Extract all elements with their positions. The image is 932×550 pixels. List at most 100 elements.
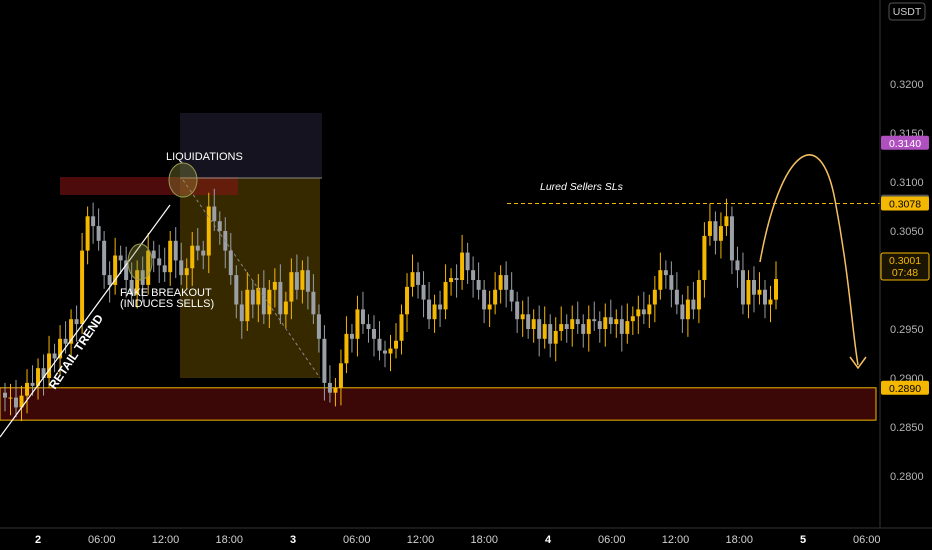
candle-body xyxy=(316,314,321,339)
annotation-lured-sellers: Lured Sellers SLs xyxy=(540,181,624,193)
price-badge-label: 0.3140 xyxy=(889,138,921,150)
candle-body xyxy=(228,250,233,276)
x-tick-label: 06:00 xyxy=(853,534,881,546)
x-tick-label: 18:00 xyxy=(725,534,753,546)
x-tick-label: 5 xyxy=(800,534,806,546)
candle-body xyxy=(394,340,399,349)
annotation-induces-sells: (INDUCES SELLS) xyxy=(120,298,214,310)
candle-body xyxy=(625,321,630,334)
candle-body xyxy=(504,275,509,290)
x-tick-label: 12:00 xyxy=(662,534,690,546)
candle-body xyxy=(322,338,327,383)
candle-body xyxy=(548,324,553,344)
candle-body xyxy=(239,304,244,322)
candle-body xyxy=(107,275,112,285)
y-tick-label: 0.3100 xyxy=(890,177,924,189)
candle-body xyxy=(96,226,101,241)
candle-body xyxy=(520,314,525,320)
candle-body xyxy=(399,314,404,341)
candle-body xyxy=(267,289,272,315)
candle-body xyxy=(460,252,465,280)
candle-body xyxy=(371,329,376,339)
y-tick-label: 0.2850 xyxy=(890,422,924,434)
current-price-countdown: 07:48 xyxy=(892,267,918,279)
x-tick-label: 12:00 xyxy=(152,534,180,546)
y-tick-label: 0.3050 xyxy=(890,226,924,238)
candle-body xyxy=(669,275,674,290)
candle-body xyxy=(382,350,387,354)
candle-body xyxy=(36,368,41,386)
candle-body xyxy=(366,324,371,329)
candle-body xyxy=(509,289,514,302)
overlay-layer xyxy=(0,154,880,438)
candle-body xyxy=(691,299,696,310)
liquidity-zone xyxy=(60,177,238,195)
candle-body xyxy=(30,382,35,386)
candle-body xyxy=(217,221,222,231)
candle-body xyxy=(272,281,277,290)
candle-body xyxy=(751,280,756,295)
candle-body xyxy=(531,319,536,329)
fake-breakout-ellipse xyxy=(127,243,153,281)
candle-body xyxy=(757,289,762,295)
candle-body xyxy=(718,226,723,241)
candle-body xyxy=(102,240,107,276)
candle-body xyxy=(630,316,635,322)
x-tick-label: 2 xyxy=(35,534,41,546)
candle-body xyxy=(454,278,459,280)
price-badge xyxy=(881,196,929,211)
price-badge-label: 0.2890 xyxy=(889,383,921,395)
candle-body xyxy=(377,338,382,351)
liquidations-ellipse xyxy=(168,162,198,198)
candles-layer xyxy=(3,188,778,422)
candle-body xyxy=(702,235,707,280)
currency-box[interactable] xyxy=(888,2,926,21)
candle-body xyxy=(581,324,586,334)
candle-body xyxy=(124,260,129,280)
candle-body xyxy=(63,338,68,344)
candle-body xyxy=(614,319,619,325)
candle-body xyxy=(91,216,96,227)
currency-label: USDT xyxy=(893,6,922,18)
y-tick-label: 0.2950 xyxy=(890,324,924,336)
candle-body xyxy=(735,260,740,271)
y-tick-label: 0.2800 xyxy=(890,471,924,483)
candle-body xyxy=(559,324,564,331)
candle-body xyxy=(212,206,217,222)
candle-body xyxy=(206,206,211,256)
candle-body xyxy=(740,270,745,305)
candle-body xyxy=(707,221,712,236)
candle-body xyxy=(305,270,310,292)
candle-body xyxy=(471,270,476,280)
candle-body xyxy=(140,270,145,285)
candle-body xyxy=(564,324,569,329)
candle-body xyxy=(427,299,432,320)
candle-body xyxy=(482,289,487,310)
candle-body xyxy=(327,382,332,393)
candle-body xyxy=(69,319,74,344)
candle-body xyxy=(168,240,173,273)
candle-body xyxy=(641,309,646,315)
x-tick-label: 06:00 xyxy=(598,534,626,546)
candle-body xyxy=(344,333,349,364)
current-price-badge xyxy=(880,252,930,281)
candle-body xyxy=(553,330,558,344)
candle-body xyxy=(349,333,354,339)
candle-body xyxy=(256,287,261,305)
candle-body xyxy=(360,309,365,325)
candle-body xyxy=(542,324,547,339)
candle-body xyxy=(658,270,663,290)
candle-body xyxy=(410,272,415,287)
candle-body xyxy=(52,353,57,359)
candle-body xyxy=(696,280,701,310)
candle-body xyxy=(438,304,443,310)
candle-body xyxy=(190,245,195,269)
price-badge xyxy=(881,135,929,150)
candle-body xyxy=(173,240,178,261)
candle-body xyxy=(487,304,492,310)
candle-body xyxy=(762,289,767,305)
candle-body xyxy=(619,319,624,334)
candle-body xyxy=(151,250,156,259)
candle-body xyxy=(388,348,393,354)
